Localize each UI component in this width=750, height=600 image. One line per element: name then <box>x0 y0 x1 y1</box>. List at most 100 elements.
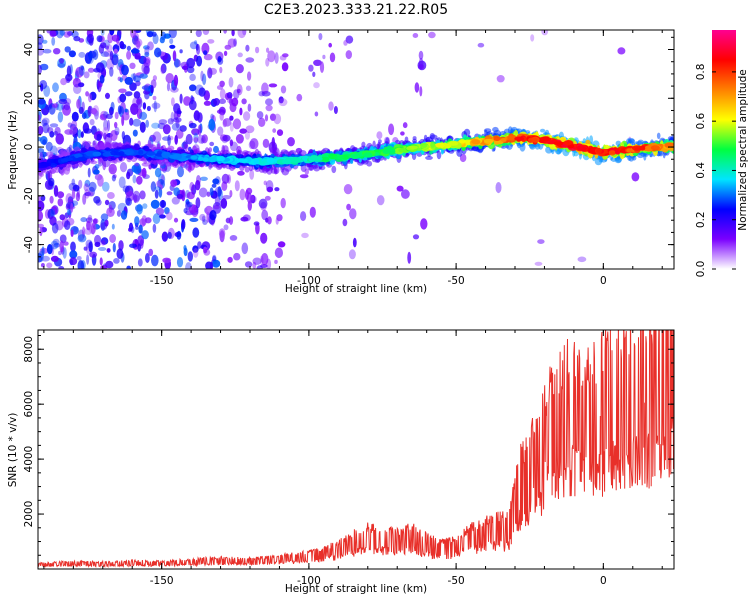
noise-blob <box>186 201 193 208</box>
noise-blob <box>41 255 50 262</box>
noise-blob <box>38 251 44 263</box>
noise-blob <box>207 67 213 79</box>
ridge-blob <box>436 150 442 160</box>
noise-blob <box>269 113 277 121</box>
noise-blob <box>343 184 353 195</box>
ridge-blob <box>370 145 374 151</box>
noise-blob <box>203 246 208 254</box>
noise-blob <box>181 219 186 230</box>
noise-blob <box>233 38 238 47</box>
noise-blob <box>214 186 223 197</box>
noise-blob <box>119 93 127 103</box>
noise-blob <box>114 121 118 129</box>
noise-blob <box>57 62 66 68</box>
noise-blob <box>166 82 171 92</box>
noise-blob <box>145 87 152 92</box>
noise-blob <box>158 214 166 219</box>
noise-blob <box>229 190 233 198</box>
noise-blob <box>52 82 59 93</box>
noise-blob <box>103 50 112 57</box>
noise-blob <box>173 117 182 123</box>
noise-blob <box>41 246 45 257</box>
ridge-blob <box>598 157 604 163</box>
noise-blob <box>149 134 156 142</box>
snr-y-tick-label: 8000 <box>23 336 35 363</box>
ridge-blob <box>471 139 481 145</box>
noise-blob <box>69 250 78 259</box>
noise-blob <box>59 214 66 221</box>
noise-blob <box>175 129 184 139</box>
noise-blob <box>495 182 502 194</box>
noise-blob <box>59 58 64 64</box>
noise-blob <box>160 64 165 75</box>
noise-blob <box>103 119 109 131</box>
noise-blob <box>139 190 146 200</box>
snr-x-tick-label: -150 <box>150 575 174 587</box>
noise-blob <box>150 85 154 94</box>
ridge-blob <box>366 160 373 167</box>
noise-blob <box>122 112 130 121</box>
noise-blob <box>186 57 196 69</box>
noise-blob <box>388 123 395 136</box>
snr-x-tick-label: -50 <box>448 575 465 587</box>
noise-blob <box>188 99 197 111</box>
ridge-blob <box>45 151 54 157</box>
noise-blob <box>631 172 640 182</box>
noise-blob <box>202 219 208 226</box>
noise-blob <box>217 56 222 63</box>
noise-blob <box>46 262 53 269</box>
noise-blob <box>152 223 157 233</box>
noise-blob <box>179 93 183 104</box>
noise-blob <box>193 137 199 143</box>
noise-blob <box>38 253 43 263</box>
noise-blob <box>345 50 352 60</box>
noise-blob <box>188 122 197 129</box>
noise-blob <box>169 44 176 49</box>
noise-blob <box>193 248 199 258</box>
noise-blob <box>187 66 195 74</box>
noise-blob <box>318 33 323 41</box>
noise-blob <box>81 112 87 119</box>
noise-blob <box>87 214 93 221</box>
noise-blob <box>141 167 147 178</box>
noise-blob <box>187 251 193 262</box>
noise-blob <box>132 118 142 127</box>
noise-blob <box>244 261 253 268</box>
noise-blob <box>173 217 179 223</box>
ridge-blob <box>378 139 382 144</box>
noise-blob <box>41 119 48 127</box>
spectrogram-x-tick-label: 0 <box>600 275 607 287</box>
noise-blob <box>155 207 165 216</box>
noise-blob <box>109 30 115 36</box>
noise-blob <box>245 131 250 140</box>
ridge-blob <box>539 136 551 142</box>
noise-blob <box>213 98 220 106</box>
ridge-blob <box>430 142 436 148</box>
noise-blob <box>151 122 161 129</box>
noise-blob <box>209 187 214 196</box>
noise-blob <box>38 64 42 75</box>
noise-blob <box>69 257 78 266</box>
noise-blob <box>202 30 210 35</box>
noise-blob <box>220 198 228 209</box>
noise-blob <box>100 237 109 245</box>
noise-blob <box>274 187 280 192</box>
snr-y-tick-label: 4000 <box>23 446 35 473</box>
noise-blob <box>133 91 141 99</box>
noise-blob <box>256 111 264 119</box>
noise-blob <box>192 245 199 253</box>
noise-blob <box>265 180 274 192</box>
noise-blob <box>126 265 131 269</box>
noise-blob <box>299 174 309 179</box>
noise-blob <box>62 247 67 259</box>
spectrogram-y-tick-label: -40 <box>23 236 35 253</box>
noise-blob <box>99 257 103 266</box>
ridge-blob <box>528 137 538 143</box>
ridge-blob <box>49 163 58 168</box>
noise-blob <box>154 47 162 58</box>
noise-blob <box>249 138 259 150</box>
noise-blob <box>152 75 157 81</box>
noise-blob <box>94 164 100 169</box>
ridge-blob <box>341 154 349 160</box>
spectrogram-y-tick-label: 0 <box>23 144 35 151</box>
